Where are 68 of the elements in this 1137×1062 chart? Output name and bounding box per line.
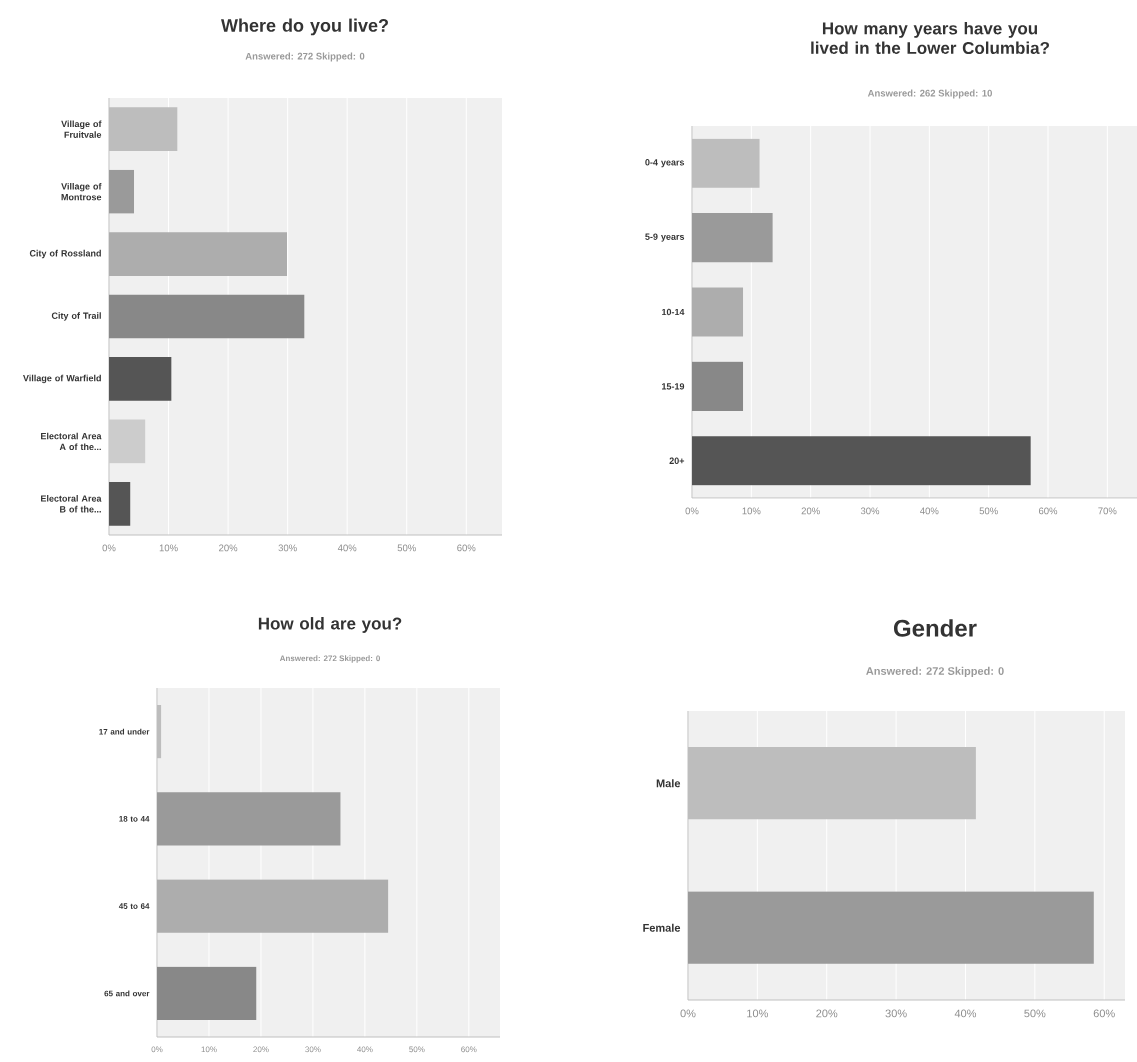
bar [109,481,131,526]
x-tick-label: 0% [685,507,699,515]
bar [157,792,341,846]
x-tick-label: 50% [1024,1009,1046,1018]
chart-title: Gender [893,619,977,637]
y-tick-label: Electoral Area B of the... [41,495,102,513]
x-tick-label: 30% [885,1009,907,1018]
x-tick-label: 20% [253,1046,269,1053]
y-tick-label: Male [656,779,681,788]
x-tick-label: 40% [357,1046,373,1053]
bar [109,294,305,339]
y-tick-label: 15-19 [662,383,685,390]
y-tick-label: Village of Fruitvale [61,120,102,138]
x-tick-label: 70% [1098,507,1117,515]
y-tick-label: 45 to 64 [118,903,150,909]
y-tick-label: 65 and over [104,990,150,997]
y-tick-label: 17 and under [99,728,150,735]
x-tick-label: 60% [1038,507,1058,515]
chart-title: How old are you? [258,617,402,633]
y-tick-label: 10-14 [662,308,685,316]
x-tick-label: 0% [680,1009,696,1018]
x-tick-label: 40% [920,507,939,515]
y-tick-label: Village of Montrose [61,182,102,201]
y-tick-label: Village of Warfield [23,374,101,384]
x-tick-label: 20% [801,507,820,515]
x-tick-label: 40% [954,1009,977,1018]
x-tick-label: 60% [1093,1009,1115,1018]
bar [692,213,773,263]
y-tick-label: 20+ [669,457,685,464]
y-tick-label: City of Rossland [29,249,101,259]
x-tick-label: 50% [409,1046,425,1053]
x-tick-label: 0% [151,1046,163,1053]
bar [692,436,1031,486]
chart-title: How many years have you lived in the Lower Columbia? [811,21,1049,55]
x-tick-label: 50% [979,507,998,515]
y-tick-label: Electoral Area A of the... [41,432,102,451]
x-tick-label: 30% [278,544,297,552]
chart-subtitle: Answered: 272 Skipped: 0 [245,52,365,62]
x-tick-label: 10% [742,507,761,515]
x-tick-label: 50% [397,544,416,552]
bar [109,357,172,401]
y-tick-label: City of Trail [51,312,101,321]
y-tick-label: 5-9 years [645,233,685,242]
chart-subtitle: Answered: 272 Skipped: 0 [866,666,1004,678]
bar [109,419,146,464]
x-tick-label: 0% [102,544,116,552]
x-tick-label: 20% [816,1009,838,1018]
chart-subtitle: Answered: 262 Skipped: 10 [867,89,992,99]
x-tick-label: 60% [461,1046,477,1053]
x-tick-label: 30% [860,507,880,515]
x-tick-label: 10% [747,1009,768,1018]
bar [692,361,744,411]
bar [157,966,257,1020]
y-tick-label: 0-4 years [645,159,685,168]
x-tick-label: 30% [305,1046,321,1053]
x-tick-label: 40% [337,544,357,552]
bar [692,287,744,337]
chart-subtitle: Answered: 272 Skipped: 0 [279,655,380,663]
x-tick-label: 60% [457,544,476,552]
bar [109,169,135,214]
y-tick-label: Female [643,923,681,932]
chart-title: Where do you live? [221,18,388,36]
x-tick-label: 10% [201,1046,217,1053]
x-tick-label: 20% [219,544,238,552]
bar [157,879,389,933]
bar [109,232,288,276]
x-tick-label: 10% [159,544,178,552]
y-tick-label: 18 to 44 [119,816,150,822]
